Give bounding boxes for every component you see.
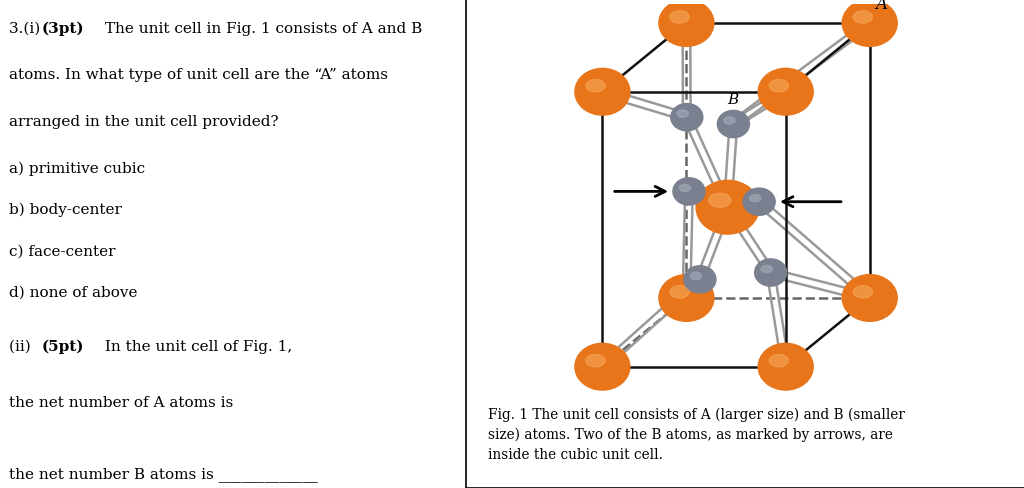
- Ellipse shape: [679, 185, 690, 192]
- Text: (3pt): (3pt): [42, 22, 85, 36]
- Ellipse shape: [670, 12, 689, 24]
- Ellipse shape: [690, 273, 701, 280]
- Ellipse shape: [677, 111, 688, 118]
- Text: atoms. In what type of unit cell are the “A” atoms: atoms. In what type of unit cell are the…: [9, 68, 388, 82]
- Ellipse shape: [758, 69, 813, 116]
- Text: the net number B atoms is _____________: the net number B atoms is _____________: [9, 466, 318, 481]
- Text: In the unit cell of Fig. 1,: In the unit cell of Fig. 1,: [100, 339, 293, 353]
- Ellipse shape: [755, 259, 786, 286]
- Ellipse shape: [574, 344, 630, 390]
- Text: c) face-center: c) face-center: [9, 244, 116, 258]
- Ellipse shape: [673, 179, 705, 205]
- Ellipse shape: [758, 344, 813, 390]
- Ellipse shape: [769, 81, 788, 93]
- Ellipse shape: [761, 266, 772, 273]
- Ellipse shape: [718, 111, 750, 139]
- Ellipse shape: [696, 181, 759, 235]
- Ellipse shape: [671, 104, 702, 132]
- Text: the net number of A atoms is: the net number of A atoms is: [9, 395, 233, 409]
- Text: 3.(i): 3.(i): [9, 22, 45, 36]
- Ellipse shape: [853, 286, 872, 299]
- Ellipse shape: [586, 355, 605, 367]
- Ellipse shape: [842, 0, 897, 47]
- Ellipse shape: [853, 12, 872, 24]
- Text: Fig. 1 The unit cell consists of A (larger size) and B (smaller
size) atoms. Two: Fig. 1 The unit cell consists of A (larg…: [487, 407, 904, 461]
- Ellipse shape: [750, 195, 761, 203]
- Ellipse shape: [709, 194, 731, 208]
- Ellipse shape: [842, 275, 897, 322]
- Text: a) primitive cubic: a) primitive cubic: [9, 161, 145, 175]
- Ellipse shape: [574, 69, 630, 116]
- Ellipse shape: [769, 355, 788, 367]
- Text: b) body-center: b) body-center: [9, 203, 122, 217]
- Text: (ii): (ii): [9, 339, 36, 353]
- Ellipse shape: [658, 0, 714, 47]
- Text: A: A: [876, 0, 888, 13]
- Ellipse shape: [670, 286, 689, 299]
- Text: The unit cell in Fig. 1 consists of A and B: The unit cell in Fig. 1 consists of A an…: [100, 22, 423, 36]
- Ellipse shape: [724, 118, 735, 125]
- Text: (5pt): (5pt): [42, 339, 84, 353]
- Text: arranged in the unit cell provided?: arranged in the unit cell provided?: [9, 115, 279, 129]
- Ellipse shape: [684, 266, 716, 293]
- Ellipse shape: [586, 81, 605, 93]
- Text: B: B: [728, 93, 739, 107]
- Ellipse shape: [743, 189, 775, 216]
- Ellipse shape: [658, 275, 714, 322]
- Text: d) none of above: d) none of above: [9, 285, 138, 300]
